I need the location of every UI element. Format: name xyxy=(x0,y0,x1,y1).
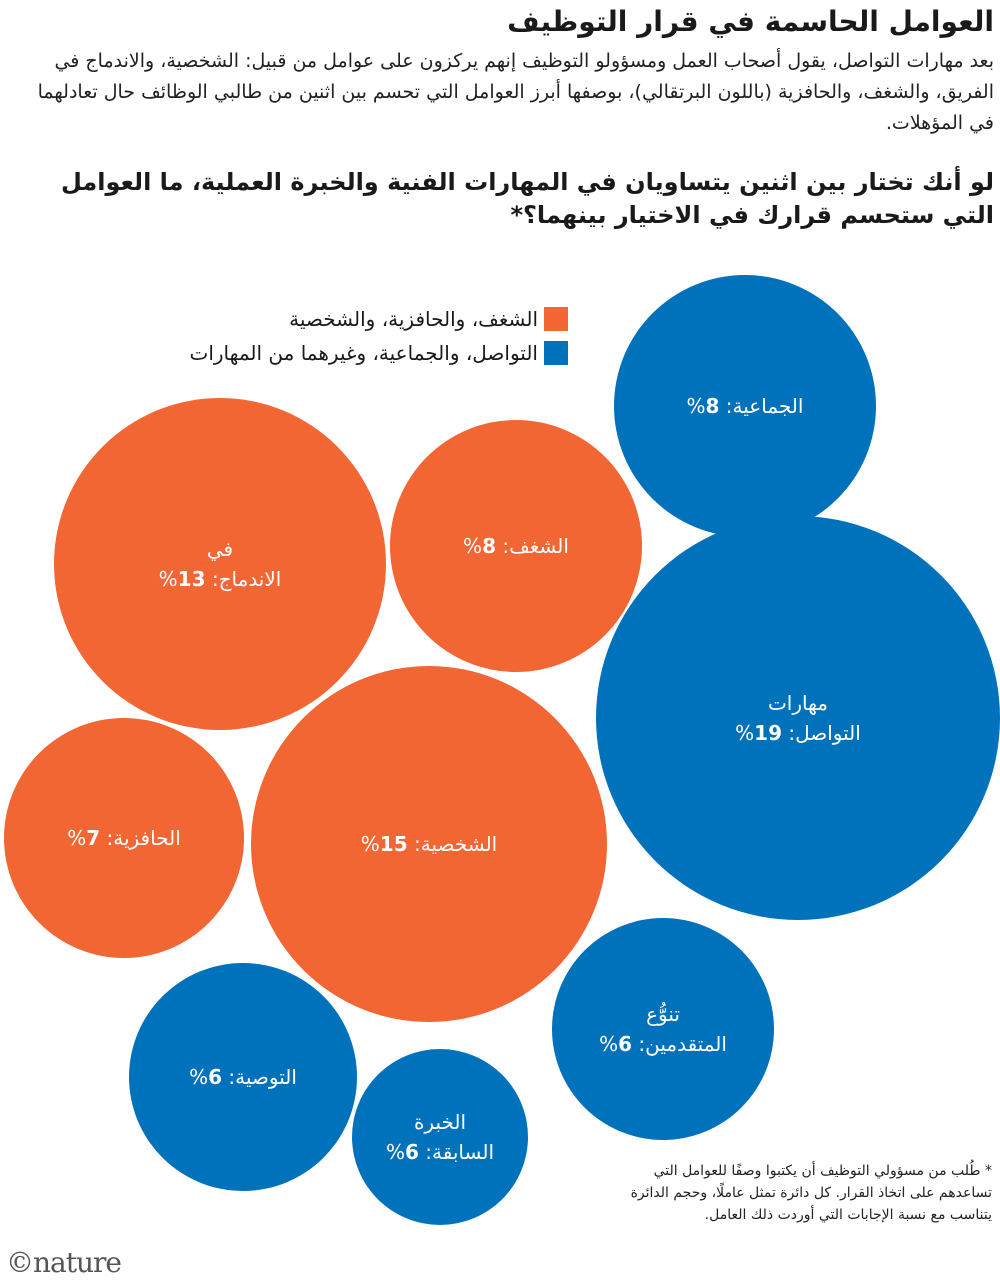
bubble-2 xyxy=(54,398,386,730)
page-title: العوامل الحاسمة في قرار التوظيف xyxy=(507,5,994,38)
chart-legend: الشغف، والحافزية، والشخصية التواصل، والج… xyxy=(0,304,568,374)
bubble-5 xyxy=(4,718,244,958)
bubble-label-1: الجماعية: 8% xyxy=(687,394,804,418)
bubble-label-3: الشغف: 8% xyxy=(463,534,569,558)
legend-item-blue: التواصل، والجماعية، وغيرهما من المهارات xyxy=(189,338,568,368)
chart-question: لو أنك تختار بين اثنين يتساويان في المها… xyxy=(60,168,994,229)
bubble-label-4: التواصل: 19% xyxy=(735,721,861,745)
bubble-label-7-line-1: تنوُّع xyxy=(646,1002,680,1026)
legend-swatch-orange xyxy=(544,307,568,331)
legend-label-blue: التواصل، والجماعية، وغيرهما من المهارات xyxy=(189,341,538,365)
legend-label-orange: الشغف، والحافزية، والشخصية xyxy=(289,307,538,331)
bubble-7 xyxy=(552,918,774,1140)
bubble-4 xyxy=(596,516,1000,920)
bubble-label-9: السابقة: 6% xyxy=(386,1140,494,1164)
bubble-6 xyxy=(251,666,607,1022)
bubble-8 xyxy=(129,963,357,1191)
bubble-1 xyxy=(614,275,876,537)
bubble-label-6: الشخصية: 15% xyxy=(361,832,497,856)
bubble-label-2: الاندماج: 13% xyxy=(159,567,282,591)
bubble-label-8: التوصية: 6% xyxy=(189,1065,297,1089)
intro-paragraph: بعد مهارات التواصل، يقول أصحاب العمل ومس… xyxy=(37,50,994,134)
footnote: * طُلب من مسؤولي التوظيف أن يكتبوا وصفًا… xyxy=(630,1163,992,1223)
bubble-label-2-line-1: في xyxy=(207,537,233,562)
bubble-label-5: الحافزية: 7% xyxy=(67,826,181,850)
bubble-label-4-line-1: مهارات xyxy=(768,691,828,715)
nature-logo: ©nature xyxy=(6,1246,122,1279)
legend-swatch-blue xyxy=(544,341,568,365)
bubble-label-7: المتقدمين: 6% xyxy=(599,1032,727,1056)
bubble-label-9-line-1: الخبرة xyxy=(414,1110,466,1134)
legend-item-orange: الشغف، والحافزية، والشخصية xyxy=(289,304,568,334)
bubble-3 xyxy=(390,420,642,672)
bubble-9 xyxy=(352,1049,528,1225)
